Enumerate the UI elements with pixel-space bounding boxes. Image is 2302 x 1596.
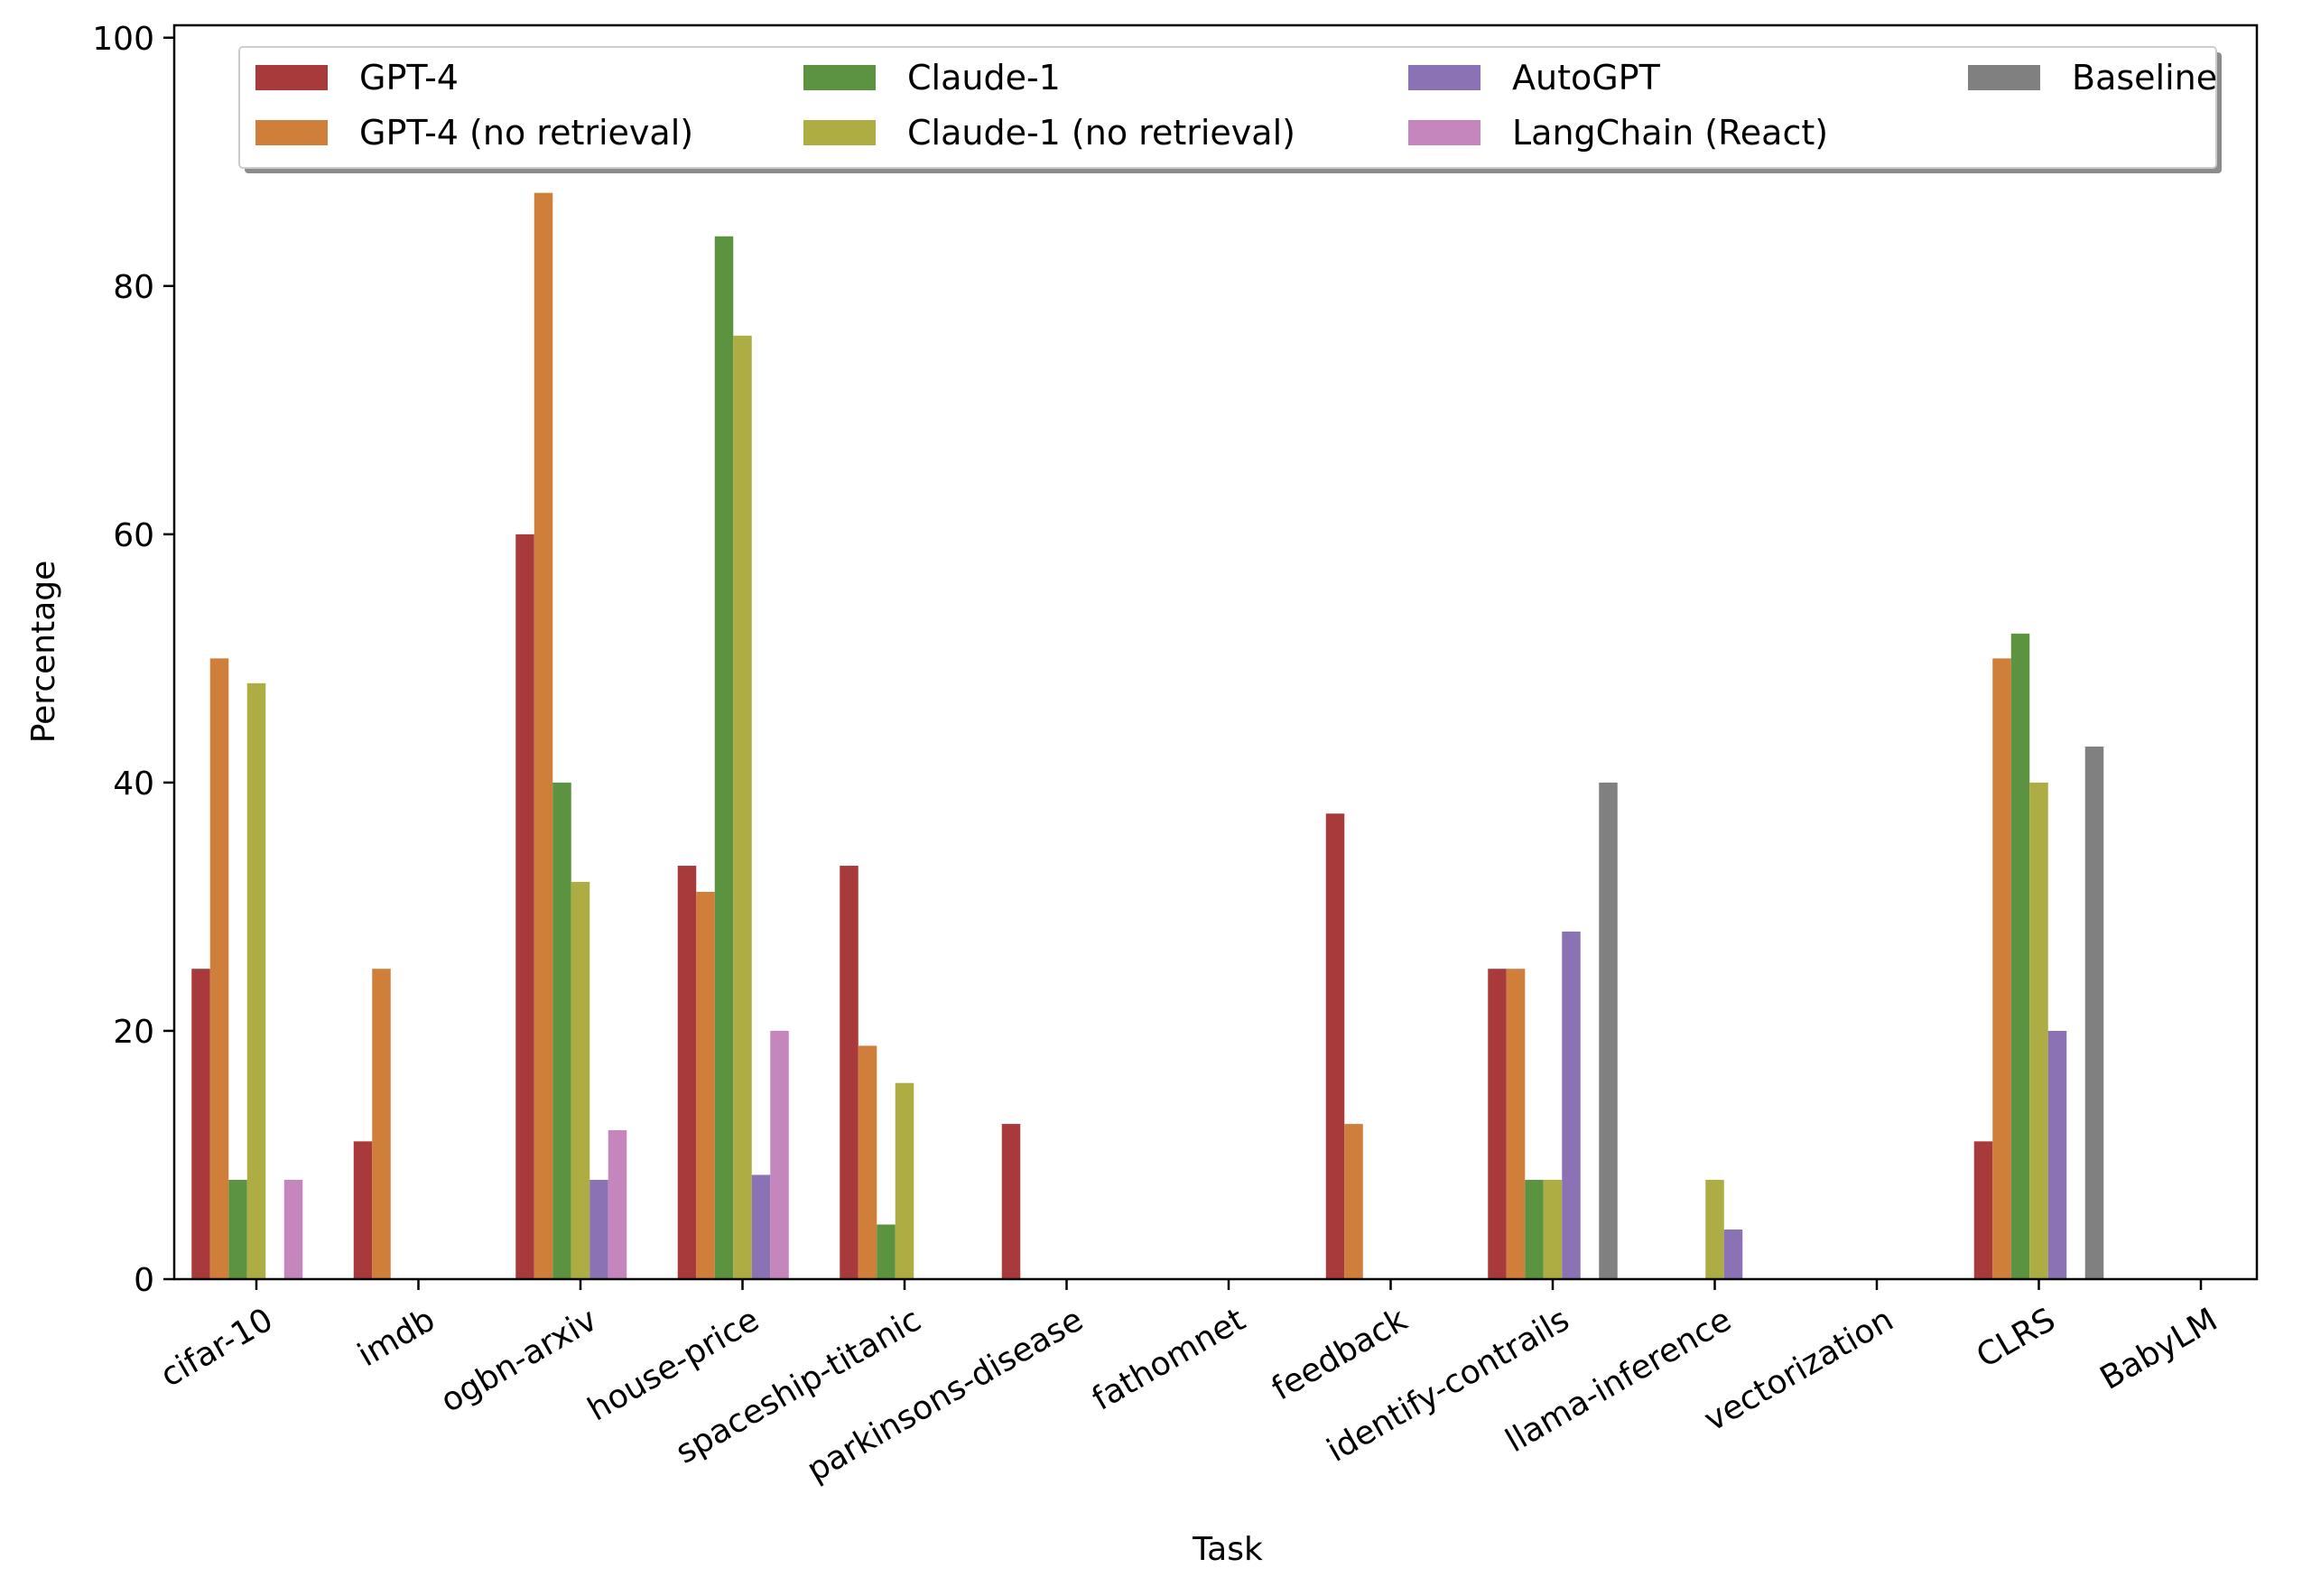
- bar-autogpt-llama-inference: [1723, 1229, 1743, 1279]
- legend-label: Claude-1 (no retrieval): [907, 113, 1295, 153]
- bar-gpt-4-parkinsons-disease: [1001, 1124, 1021, 1279]
- bar-langchain-react--ogbn-arxiv: [608, 1129, 627, 1279]
- y-axis-label: Percentage: [25, 561, 62, 744]
- bar-gpt-4-no-retrieval--ogbn-arxiv: [534, 192, 553, 1279]
- bar-gpt-4-ogbn-arxiv: [515, 534, 534, 1279]
- bar-autogpt-identify-contrails: [1562, 931, 1581, 1279]
- bar-gpt-4-feedback: [1325, 813, 1345, 1279]
- y-tick-label: 20: [113, 1014, 154, 1051]
- bar-claude-1-spaceship-titanic: [877, 1224, 896, 1279]
- bar-gpt-4-no-retrieval--imdb: [372, 969, 391, 1279]
- x-axis: cifar-10 imdbogbn-arxivhouse-pricespacesh…: [154, 1279, 2223, 1489]
- bar-gpt-4-no-retrieval--identify-contrails: [1506, 969, 1526, 1279]
- legend-swatch: [255, 120, 328, 145]
- bar-langchain-react--house-price: [770, 1030, 789, 1279]
- y-tick-label: 80: [113, 269, 154, 306]
- legend-label: LangChain (React): [1512, 113, 1828, 153]
- bar-claude-1-identify-contrails: [1525, 1179, 1544, 1279]
- bar-baseline-clrs: [2084, 747, 2104, 1279]
- bar-gpt-4-no-retrieval--house-price: [696, 891, 715, 1279]
- x-tick-label: fathomnet: [1086, 1301, 1251, 1417]
- legend-swatch: [1408, 120, 1481, 145]
- bar-gpt-4-imdb: [353, 1141, 373, 1279]
- bar-autogpt-ogbn-arxiv: [589, 1179, 608, 1279]
- legend-label: GPT-4: [359, 58, 459, 97]
- x-tick-label: feedback: [1266, 1301, 1414, 1407]
- bar-claude-1-house-price: [714, 236, 734, 1279]
- bar-gpt-4-no-retrieval--feedback: [1344, 1124, 1363, 1279]
- x-tick-label: BabyLM: [2094, 1301, 2224, 1397]
- bar-autogpt-clrs: [2047, 1030, 2067, 1279]
- x-tick-label: ogbn-arxiv: [434, 1301, 603, 1420]
- legend-label: Claude-1: [907, 58, 1061, 97]
- bar-gpt-4-no-retrieval--clrs: [1992, 658, 2011, 1279]
- legend-box: [238, 46, 2217, 169]
- bar-claude-1-no-retrieval--llama-inference: [1705, 1179, 1724, 1279]
- bar-claude-1-no-retrieval--ogbn-arxiv: [571, 881, 590, 1279]
- bar-autogpt-house-price: [751, 1174, 771, 1279]
- legend-label: GPT-4 (no retrieval): [359, 113, 693, 153]
- legend-label: Baseline: [2072, 58, 2217, 97]
- x-axis-label: Task: [1192, 1531, 1263, 1568]
- bar-gpt-4-no-retrieval--spaceship-titanic: [858, 1045, 877, 1279]
- plot-frame: [172, 23, 2259, 1281]
- legend-swatch: [803, 65, 876, 90]
- x-tick-label: parkinsons-disease: [801, 1301, 1090, 1489]
- bar-claude-1-clrs: [2010, 633, 2030, 1279]
- x-tick-label: cifar-10: [154, 1301, 279, 1394]
- bar-claude-1-cifar-10: [228, 1179, 247, 1279]
- y-axis: 0 20 40 60 80 100: [92, 21, 174, 1299]
- y-tick-label: 60: [113, 517, 154, 554]
- bar-claude-1-no-retrieval--spaceship-titanic: [895, 1082, 914, 1279]
- x-tick-label: imdb: [352, 1301, 441, 1374]
- legend-swatch: [1408, 65, 1481, 90]
- bar-claude-1-no-retrieval--identify-contrails: [1543, 1179, 1563, 1279]
- x-tick-label: CLRS: [1971, 1301, 2062, 1375]
- bar-gpt-4-identify-contrails: [1488, 969, 1507, 1279]
- bar-gpt-4-no-retrieval--cifar-10: [209, 658, 229, 1279]
- legend: GPT-4 GPT-4 (no retrieval) Claude-1 Claude-…: [238, 46, 2222, 173]
- legend-swatch: [255, 65, 328, 90]
- legend-swatch: [803, 120, 876, 145]
- bar-gpt-4-spaceship-titanic: [840, 866, 859, 1279]
- y-tick-label: 0: [134, 1262, 154, 1299]
- bar-baseline-identify-contrails: [1599, 782, 1618, 1279]
- bar-gpt-4-house-price: [677, 866, 697, 1279]
- y-tick-label: 40: [113, 766, 154, 803]
- bars-layer: [191, 192, 2104, 1279]
- bar-claude-1-no-retrieval--clrs: [2029, 782, 2048, 1279]
- bar-gpt-4-cifar-10: [191, 969, 210, 1279]
- y-tick-label: 100: [92, 21, 154, 58]
- legend-label: AutoGPT: [1512, 58, 1661, 97]
- bar-claude-1-no-retrieval--cifar-10: [246, 682, 266, 1279]
- legend-swatch: [1968, 65, 2040, 90]
- bar-langchain-react--cifar-10: [283, 1179, 303, 1279]
- bar-gpt-4-clrs: [1973, 1141, 1993, 1279]
- bar-claude-1-ogbn-arxiv: [552, 782, 571, 1279]
- bar-claude-1-no-retrieval--house-price: [733, 335, 752, 1279]
